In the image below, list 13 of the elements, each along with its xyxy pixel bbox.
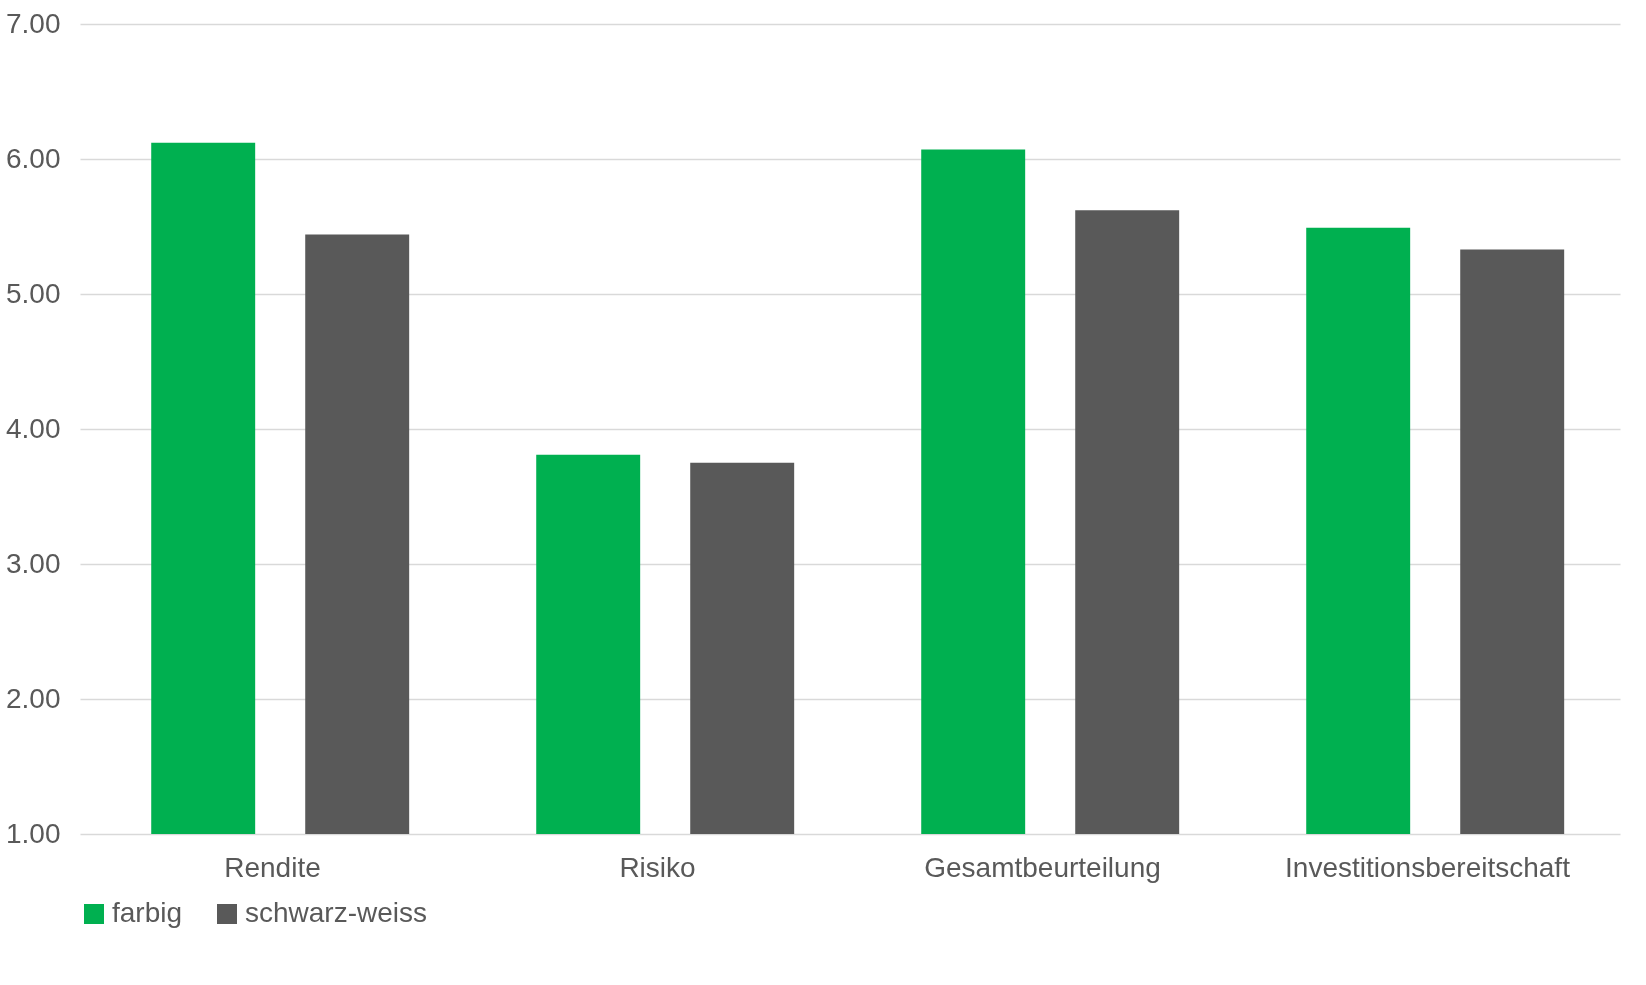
y-tick-label: 4.00 — [6, 412, 61, 444]
x-tick-label: Rendite — [224, 851, 321, 883]
x-tick-label: Investitionsbereitschaft — [1285, 851, 1571, 883]
x-tick-label: Gesamtbeurteilung — [924, 851, 1161, 883]
y-tick-label: 7.00 — [6, 7, 61, 39]
y-tick-label: 5.00 — [6, 277, 61, 309]
y-tick-label: 3.00 — [6, 547, 61, 579]
x-tick-label: Risiko — [619, 851, 696, 883]
y-tick-label: 1.00 — [6, 817, 61, 849]
y-tick-label: 2.00 — [6, 682, 61, 714]
legend-label: farbig — [112, 897, 183, 928]
legend-label: schwarz-weiss — [245, 897, 428, 928]
y-tick-label: 6.00 — [6, 142, 61, 174]
